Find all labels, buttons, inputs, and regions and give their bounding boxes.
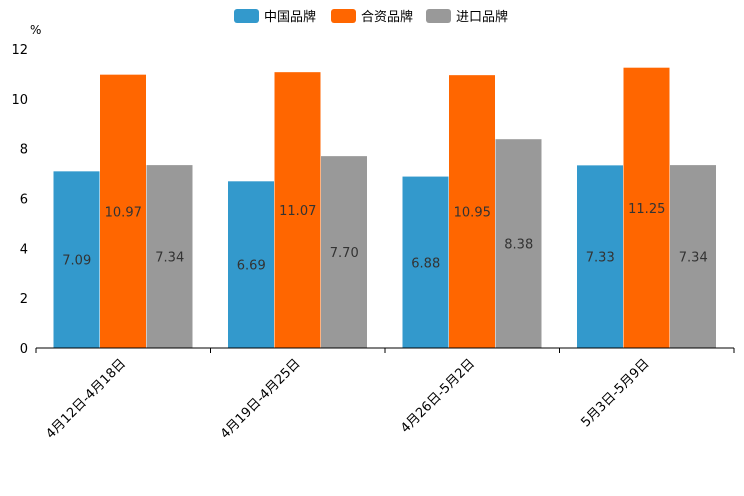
legend-swatch-1 — [331, 9, 356, 23]
x-category-label-1: 4月19日-4月25日 — [218, 356, 304, 442]
data-label-1-1: 11.07 — [279, 204, 316, 219]
x-category-label-3: 5月3日-5月9日 — [578, 356, 652, 430]
y-axis-unit-label: % — [30, 23, 41, 37]
legend-swatch-0 — [234, 9, 259, 23]
bar-2-0 — [146, 165, 193, 348]
data-label-1-2: 10.95 — [454, 206, 491, 221]
data-label-2-3: 7.34 — [679, 251, 708, 266]
legend-label-2: 进口品牌 — [456, 9, 508, 25]
data-label-2-2: 8.38 — [504, 238, 533, 253]
y-tick-label-1: 2 — [20, 292, 28, 307]
data-label-0-1: 6.69 — [237, 259, 266, 274]
y-tick-label-5: 10 — [11, 93, 28, 108]
y-tick-label-6: 12 — [11, 43, 28, 58]
legend-swatch-2 — [426, 9, 451, 23]
bar-0-2 — [402, 176, 449, 348]
x-category-label-0: 4月12日-4月18日 — [43, 356, 129, 442]
y-tick-label-4: 8 — [20, 143, 28, 158]
chart-legend: 中国品牌 合资品牌 进口品牌 — [234, 9, 508, 25]
data-label-group: 7.09 10.97 7.34 6.69 11.07 7.70 6.88 10.95 8.38 7… — [62, 202, 707, 274]
bar-2-2 — [495, 139, 542, 348]
data-label-0-3: 7.33 — [586, 251, 615, 266]
bar-0-1 — [228, 181, 274, 348]
bar-series-group — [53, 67, 716, 349]
y-axis: 0 2 4 6 8 10 12 — [11, 43, 28, 357]
bar-1-1 — [274, 72, 321, 349]
bar-1-3 — [623, 67, 670, 348]
data-label-2-1: 7.70 — [330, 246, 359, 261]
y-tick-label-3: 6 — [20, 193, 28, 208]
bar-2-1 — [321, 156, 367, 348]
bar-1-0 — [100, 74, 146, 348]
legend-label-1: 合资品牌 — [361, 9, 413, 25]
data-label-0-2: 6.88 — [411, 256, 440, 271]
data-label-1-0: 10.97 — [105, 205, 142, 220]
legend-label-0: 中国品牌 — [264, 9, 316, 25]
y-tick-label-2: 4 — [20, 242, 28, 257]
bar-2-3 — [670, 165, 716, 348]
data-label-1-3: 11.25 — [628, 202, 665, 217]
bar-0-3 — [577, 165, 623, 348]
bar-1-2 — [449, 75, 495, 348]
data-label-0-0: 7.09 — [62, 254, 91, 269]
data-label-2-0: 7.34 — [155, 251, 184, 266]
bar-0-0 — [53, 171, 100, 348]
x-category-label-2: 4月26日-5月2日 — [398, 356, 478, 436]
y-tick-label-0: 0 — [20, 342, 28, 357]
x-axis: 4月12日-4月18日 4月19日-4月25日 4月26日-5月2日 5月3日-5月9… — [35, 347, 735, 442]
